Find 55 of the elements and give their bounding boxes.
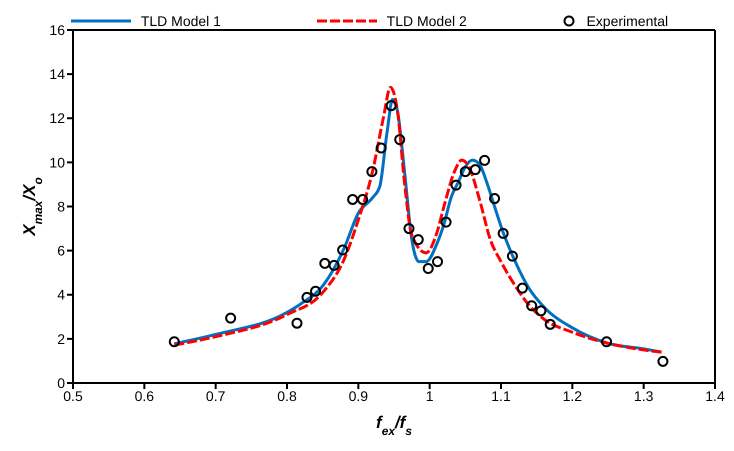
point: [394, 134, 406, 146]
x-tick-label: 1.4: [705, 388, 725, 404]
point: [225, 312, 236, 324]
point: [337, 244, 348, 256]
x-tick-label: 0.6: [134, 388, 154, 404]
point: [310, 286, 322, 297]
point: [366, 166, 378, 178]
y-tick-label: 16: [49, 22, 66, 38]
point: [412, 234, 424, 246]
point: [376, 142, 387, 154]
point: [535, 305, 546, 316]
point: [328, 260, 340, 271]
point: [168, 336, 180, 348]
point: [479, 154, 490, 166]
point: [506, 250, 518, 262]
x-tick-label: 0.7: [206, 388, 226, 404]
point: [347, 194, 358, 205]
x-tick-label: 0.9: [348, 388, 368, 404]
point: [498, 228, 509, 239]
x-tick-label: 1.1: [491, 388, 511, 404]
point: [450, 180, 462, 191]
x-tick-label: 0.8: [277, 388, 297, 404]
point: [432, 256, 444, 268]
y-tick-label: 10: [49, 154, 66, 170]
y-tick-label: 12: [49, 110, 66, 126]
point: [601, 336, 612, 348]
x-tick-label: 1.3: [634, 388, 654, 404]
y-tick-label: 8: [57, 198, 66, 214]
x-tick-label: 1: [426, 388, 434, 404]
y-tick-label: 0: [57, 374, 66, 391]
point: [526, 300, 538, 312]
y-tick-label: 14: [49, 66, 66, 82]
legend-label: Experimental: [586, 13, 668, 29]
point: [657, 356, 668, 367]
point: [489, 193, 500, 204]
x-tick-label: 1.2: [562, 388, 582, 404]
x-tick-label: 0.5: [63, 388, 83, 404]
x-axis-title: f$_{ex}$/f$_{s}$: [376, 413, 412, 438]
point: [291, 318, 302, 329]
point: [460, 166, 471, 178]
y-tick-label: 6: [57, 242, 66, 259]
y-tick-label: 2: [57, 330, 66, 347]
point: [544, 318, 556, 330]
point: [516, 282, 528, 294]
point: [301, 292, 312, 303]
legend-label: TLD Model 2: [386, 13, 467, 29]
point: [357, 194, 368, 205]
point: [386, 100, 397, 112]
legend-label: TLD Model 1: [140, 13, 221, 29]
point: [319, 258, 330, 269]
point: [422, 262, 434, 274]
point: [470, 164, 481, 176]
y-tick-label: 4: [57, 286, 66, 303]
point: [440, 216, 452, 228]
point: [403, 223, 414, 234]
